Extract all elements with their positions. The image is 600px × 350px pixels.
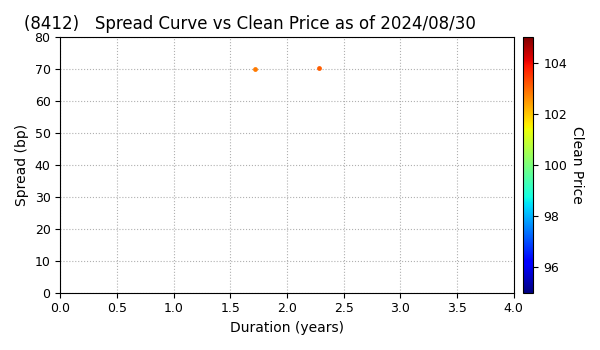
Point <box>314 65 323 70</box>
Y-axis label: Spread (bp): Spread (bp) <box>15 124 29 206</box>
Point <box>250 66 260 72</box>
Text: (8412)   Spread Curve vs Clean Price as of 2024/08/30: (8412) Spread Curve vs Clean Price as of… <box>24 15 476 33</box>
X-axis label: Duration (years): Duration (years) <box>230 321 344 335</box>
Y-axis label: Clean Price: Clean Price <box>570 126 584 204</box>
